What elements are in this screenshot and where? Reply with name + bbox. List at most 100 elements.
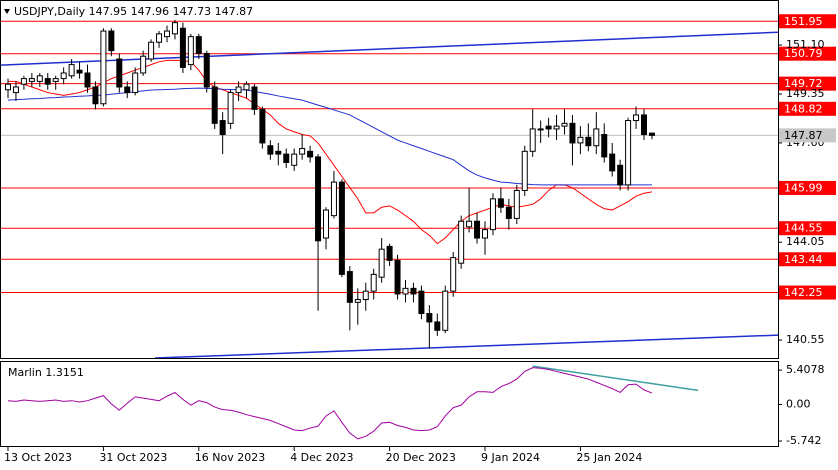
y-tick-label: -5.742 — [786, 434, 821, 447]
candle-body — [211, 86, 218, 124]
candle-body — [402, 287, 409, 295]
candle-body — [116, 58, 123, 88]
candle-body — [330, 181, 337, 217]
candle-body — [466, 220, 473, 228]
candle-body — [489, 198, 496, 231]
candle-body — [92, 86, 99, 105]
candle-body — [537, 128, 544, 131]
candle-body — [585, 136, 592, 147]
x-tick-label: 20 Dec 2023 — [386, 451, 456, 464]
candle-body — [148, 41, 155, 60]
last-price-box — [779, 128, 836, 143]
candle-body — [497, 198, 504, 208]
candle-body — [179, 27, 186, 68]
candle-body — [28, 78, 35, 82]
candle-body — [275, 150, 282, 155]
level-label-box — [779, 252, 836, 267]
level-label: 144.55 — [784, 222, 823, 235]
axes: 151.95 150.79 149.72 148.82 145.99 144.55 143.… — [4, 14, 836, 464]
candle-body — [195, 36, 202, 54]
candle-body — [545, 125, 552, 130]
candle-body — [36, 75, 43, 82]
candle-body — [450, 257, 457, 292]
candle-body — [338, 181, 345, 275]
candle-body — [44, 78, 51, 85]
level-label-box — [779, 14, 836, 29]
candle-body — [648, 132, 655, 136]
indicator-line — [7, 87, 652, 186]
last-price-label: 147.87 — [784, 129, 823, 142]
candle-body — [108, 30, 115, 52]
y-tick-label: 149.35 — [786, 87, 825, 100]
trend-line — [1, 31, 778, 66]
candle-body — [227, 92, 234, 124]
candle-body — [505, 206, 512, 219]
candle-body — [442, 290, 449, 331]
candle-body — [164, 30, 170, 38]
candle-body — [203, 52, 210, 88]
candle-body — [569, 122, 576, 144]
x-tick-label: 16 Nov 2023 — [195, 451, 265, 464]
indicator-line — [8, 59, 653, 245]
y-tick-label: 5.4078 — [786, 363, 825, 376]
candle-body — [378, 248, 385, 278]
candle-body — [299, 148, 306, 155]
level-label: 149.72 — [784, 77, 823, 90]
symbol-icon — [4, 9, 10, 14]
candle-body — [187, 36, 194, 66]
candle-body — [5, 83, 11, 91]
candle-body — [100, 30, 107, 105]
candle-body — [362, 290, 369, 301]
candle-body — [76, 69, 83, 74]
candle-body — [346, 271, 353, 303]
level-label-box — [779, 46, 836, 61]
y-tick-label: 144.05 — [786, 235, 825, 248]
x-tick-label: 13 Oct 2023 — [4, 451, 72, 464]
candle-body — [60, 72, 67, 80]
main-frame — [0, 0, 779, 359]
indicator-plot — [7, 365, 699, 440]
level-label: 151.95 — [784, 15, 823, 28]
candle-body — [140, 55, 147, 74]
candle-body — [259, 108, 266, 144]
candle-body — [251, 86, 258, 110]
candle-body — [521, 150, 528, 191]
candle-body — [219, 120, 226, 136]
candle-body — [171, 22, 178, 35]
candle-body — [291, 153, 298, 166]
candle-body — [20, 78, 27, 85]
candle-body — [641, 114, 647, 136]
candle-body — [633, 114, 640, 122]
candle-body — [84, 72, 91, 88]
candle-body — [394, 259, 401, 295]
candle-body — [267, 145, 274, 155]
candle-body — [132, 72, 139, 94]
candle-body — [243, 83, 250, 91]
candle-body — [418, 290, 425, 315]
y-tick-label: 140.55 — [786, 333, 825, 346]
level-label-box — [779, 180, 836, 195]
candle-body — [601, 134, 608, 158]
y-tick-label: 0.00 — [786, 398, 811, 411]
level-label-box — [779, 101, 836, 116]
candle-body — [124, 86, 131, 94]
y-tick-label: 151.10 — [786, 38, 825, 51]
candle-body — [12, 86, 19, 94]
candle-body — [235, 86, 242, 94]
candle-body — [458, 220, 465, 264]
indicator-line — [7, 367, 653, 440]
candle-body — [625, 120, 632, 186]
level-label-box — [779, 221, 836, 236]
candle-body — [513, 189, 520, 219]
candle-body — [482, 229, 488, 239]
candle-body — [156, 33, 163, 43]
level-label: 142.25 — [784, 286, 823, 299]
candle-body — [426, 313, 433, 323]
candle-body — [307, 150, 314, 158]
x-tick-label: 25 Jan 2024 — [576, 451, 642, 464]
chart-title: USDJPY,Daily 147.95 147.96 147.73 147.87 — [14, 5, 253, 18]
candle-body — [386, 245, 393, 261]
indicator-title: Marlin 1.3151 — [8, 366, 84, 379]
